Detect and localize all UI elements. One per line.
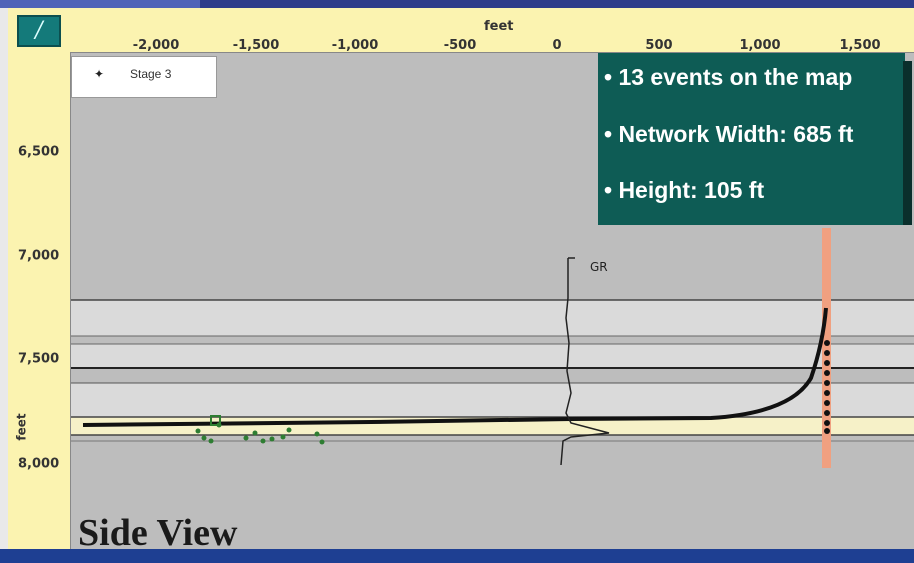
- x-tick-label: -1,500: [232, 38, 280, 53]
- wellbore-path: [82, 307, 828, 427]
- formation-layer: [71, 300, 914, 336]
- y-tick-label: 8,000: [18, 456, 60, 472]
- perforation-dots: [824, 340, 830, 434]
- legend[interactable]: ✦ Stage 3: [71, 56, 217, 98]
- info-callout-shadow: [903, 61, 912, 225]
- x-tick-label: -1,000: [331, 38, 379, 53]
- y-tick-label: 7,500: [18, 351, 60, 367]
- top-strip-highlight: [0, 0, 200, 8]
- formation-layer: [71, 383, 914, 417]
- x-tick-label: -2,000: [132, 38, 180, 53]
- top-strip: [0, 0, 914, 8]
- legend-label: Stage 3: [130, 67, 172, 81]
- x-tick-label: 500: [645, 38, 673, 53]
- legend-marker-icon: ✦: [94, 67, 105, 81]
- x-tick-label: 1,500: [839, 38, 881, 53]
- gr-label: GR: [590, 260, 608, 274]
- formation-layer: [71, 344, 914, 368]
- x-tick-label: -500: [443, 38, 477, 53]
- y-tick-label: 7,000: [18, 248, 60, 264]
- info-network-width: • Network Width: 685 ft: [604, 121, 854, 147]
- y-tick-label: 6,500: [18, 144, 60, 160]
- gr-log-curve: [560, 258, 610, 466]
- x-unit-label: feet: [484, 19, 514, 34]
- info-callout: • 13 events on the map • Network Width: …: [598, 53, 912, 225]
- x-tick-label: 0: [552, 38, 562, 53]
- stage-marker-band: [822, 228, 831, 468]
- x-tick-label: 1,000: [739, 38, 781, 53]
- info-height: • Height: 105 ft: [604, 177, 765, 203]
- info-events-count: • 13 events on the map: [604, 64, 853, 90]
- bottom-strip: [0, 549, 914, 563]
- ruler-tool-button[interactable]: /: [17, 15, 61, 47]
- event-highlight-marker[interactable]: [210, 415, 221, 426]
- y-ruler: 6,500 7,000 7,500 8,000: [8, 52, 71, 549]
- y-unit-label: feet: [14, 413, 29, 441]
- left-edge: [0, 8, 8, 549]
- microseismic-events[interactable]: [195, 422, 325, 445]
- side-view-caption: Side View: [78, 512, 238, 549]
- x-ruler: feet -2,000 -1,500 -1,000 -500 0 500 1,0…: [8, 8, 914, 53]
